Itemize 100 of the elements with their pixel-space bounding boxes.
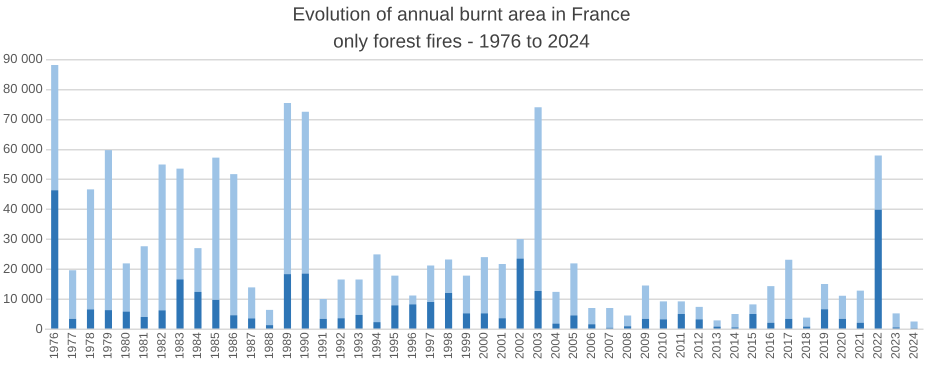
bar [158, 310, 166, 329]
bar [391, 305, 398, 329]
bar [624, 316, 632, 326]
bar [69, 270, 76, 319]
bar [731, 314, 739, 328]
x-tick-label: 2000 [476, 332, 491, 360]
y-tick-label: 0 [36, 320, 43, 336]
bar [122, 263, 130, 312]
x-tick-label: 2007 [602, 332, 616, 360]
x-tick-label: 2004 [548, 332, 562, 360]
bar [785, 260, 792, 319]
bar [552, 292, 560, 324]
bar [570, 263, 578, 316]
x-tick-label: 1982 [154, 332, 168, 360]
bar [409, 295, 416, 304]
bar [373, 254, 381, 322]
x-tick-label: 1977 [64, 332, 79, 360]
x-tick-label: 1985 [208, 332, 222, 360]
x-tick-label: 1978 [82, 332, 97, 360]
x-tick-label: 2001 [494, 332, 509, 360]
bar [338, 318, 345, 329]
x-tick-label: 1992 [333, 332, 348, 360]
x-tick-label: 1991 [316, 332, 330, 360]
bar [140, 317, 148, 329]
bar [320, 299, 327, 319]
bar [266, 325, 274, 329]
bar [427, 265, 434, 302]
bar [856, 290, 864, 323]
bar [230, 315, 238, 329]
y-tick-label: 70 000 [2, 111, 43, 126]
x-tick-label: 1976 [47, 332, 62, 360]
x-tick-label: 2013 [709, 332, 724, 360]
bar [373, 322, 381, 329]
bar [498, 318, 506, 329]
x-tick-label: 1993 [351, 332, 366, 360]
bar [355, 280, 363, 315]
bar [266, 310, 274, 326]
y-tick-label: 40 000 [2, 201, 43, 216]
bar [660, 301, 667, 320]
bar [552, 324, 560, 329]
x-tick-label: 2021 [852, 332, 867, 360]
bar [51, 64, 58, 190]
bar [606, 308, 614, 328]
bar [570, 316, 578, 329]
x-tick-label: 2014 [727, 332, 742, 360]
bar [910, 322, 918, 328]
bar [140, 246, 148, 318]
bar [892, 313, 900, 328]
bar [176, 280, 184, 329]
chart-title: Evolution of annual burnt area in France [292, 4, 630, 26]
x-tick-label: 1995 [387, 332, 402, 360]
bar [409, 304, 416, 329]
x-tick-label: 1987 [244, 332, 258, 360]
bar [516, 239, 524, 259]
x-tick-label: 1999 [458, 332, 473, 360]
bar [642, 286, 650, 319]
bar [338, 280, 345, 318]
bar [391, 276, 398, 306]
bar [678, 301, 685, 314]
bar [248, 318, 256, 329]
bar [284, 274, 292, 329]
bar [785, 318, 792, 329]
bar [696, 306, 703, 320]
x-tick-label: 1998 [440, 332, 455, 360]
bar [480, 313, 488, 329]
bar [838, 296, 846, 319]
x-tick-label: 1990 [298, 332, 312, 360]
x-tick-label: 1988 [262, 332, 276, 360]
x-tick-label: 2010 [656, 332, 670, 360]
y-tick-label: 80 000 [2, 81, 43, 96]
bar [534, 107, 542, 291]
bar [176, 168, 184, 280]
bar [212, 300, 220, 329]
bar [516, 258, 524, 329]
bar [820, 284, 828, 310]
x-tick-label: 2016 [763, 332, 778, 360]
x-tick-label: 1996 [405, 332, 420, 360]
x-tick-label: 1986 [226, 332, 240, 360]
bar [696, 319, 703, 329]
x-tick-label: 1994 [369, 332, 384, 360]
bar [588, 324, 596, 329]
y-tick-label: 30 000 [2, 230, 43, 246]
x-tick-label: 2018 [798, 332, 813, 360]
x-tick-label: 1981 [136, 332, 151, 360]
x-tick-label: 2019 [816, 332, 831, 360]
y-tick-label: 20 000 [2, 260, 43, 276]
bar [248, 287, 256, 319]
bar [874, 155, 882, 210]
bar [194, 292, 202, 329]
x-tick-label: 2011 [674, 332, 688, 358]
x-tick-label: 1979 [100, 332, 115, 360]
bar [158, 164, 166, 310]
bar [480, 257, 488, 314]
bar [104, 310, 112, 329]
bar [462, 276, 470, 314]
bar [767, 286, 774, 323]
x-tick-label: 2023 [888, 332, 902, 360]
y-tick-label: 10 000 [2, 290, 43, 306]
x-tick-label: 2024 [906, 332, 920, 360]
x-tick-label: 2017 [781, 332, 796, 360]
